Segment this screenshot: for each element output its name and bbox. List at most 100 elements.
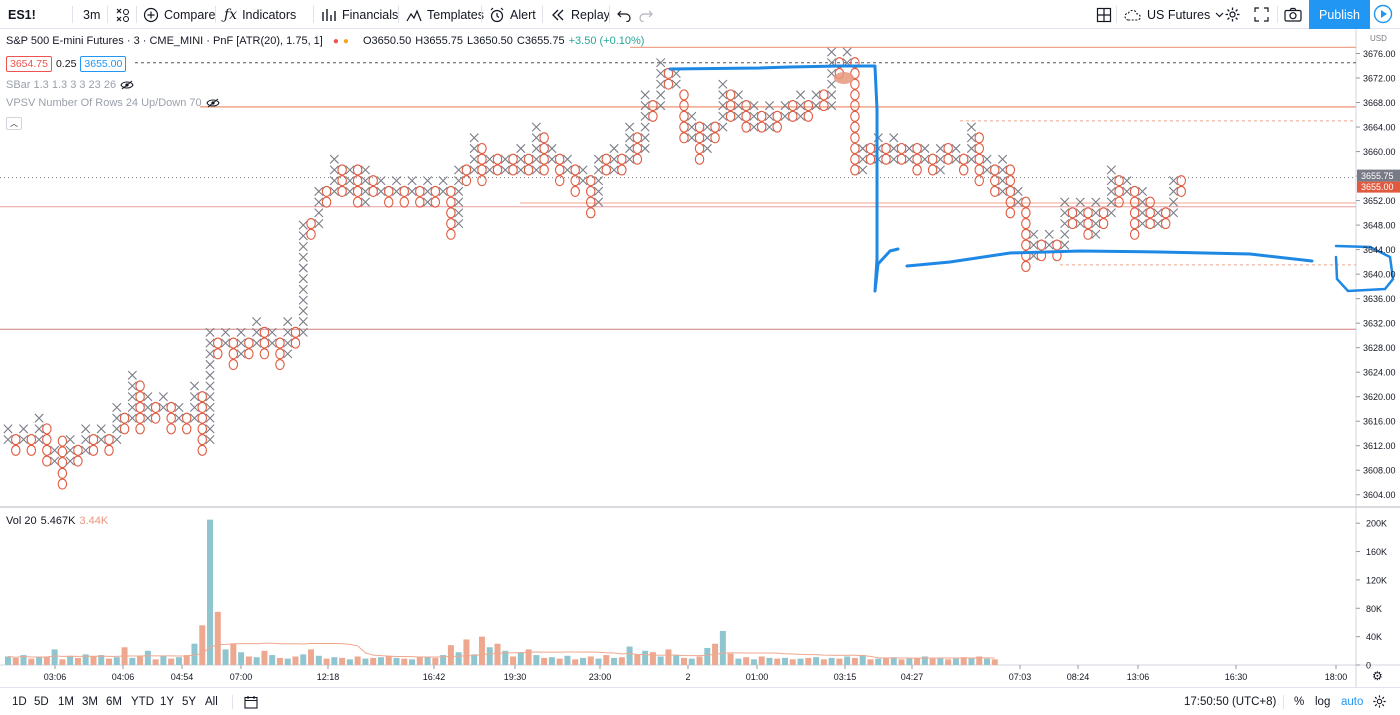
- alert-button[interactable]: Alert: [489, 0, 536, 29]
- volume-bar: [137, 656, 144, 665]
- price-tick-label: 3620.00: [1363, 392, 1396, 402]
- ask-price-badge: [1357, 181, 1400, 193]
- pnf-x-box: [531, 143, 541, 154]
- eye-off-icon[interactable]: [206, 98, 220, 108]
- toolbar-divider: [609, 6, 610, 23]
- range-6m[interactable]: 6M: [106, 695, 122, 708]
- pnf-o-box: [197, 434, 208, 446]
- pnf-o-box: [912, 153, 922, 165]
- time-tick-label: 04:54: [171, 672, 194, 682]
- compare-button[interactable]: Compare: [143, 0, 215, 29]
- chart-style-button[interactable]: [115, 0, 131, 29]
- toolbar-divider: [107, 6, 108, 23]
- pnf-o-box: [197, 401, 208, 413]
- pnf-x-box: [1060, 218, 1070, 229]
- pnf-x-box: [718, 79, 728, 89]
- auto-scale-toggle[interactable]: auto: [1341, 695, 1364, 708]
- pnf-o-box: [850, 100, 860, 112]
- volume-bar: [991, 659, 998, 665]
- volume-bar: [898, 659, 905, 665]
- pnf-o-box: [1005, 164, 1016, 176]
- indicators-button[interactable]: ƒx Indicators: [224, 0, 296, 29]
- series-title: S&P 500 E-mini Futures · 3 · CME_MINI · …: [6, 35, 323, 47]
- range-5d[interactable]: 5D: [34, 695, 49, 708]
- pnf-o-box: [135, 401, 145, 413]
- pnf-x-box: [1044, 229, 1054, 239]
- ask-price[interactable]: 3655.00: [80, 56, 127, 72]
- pnf-x-box: [422, 197, 433, 207]
- watchlist-button[interactable]: US Futures: [1124, 0, 1224, 29]
- chart-area[interactable]: 3676.003672.003668.003664.003660.003656.…: [0, 29, 1400, 687]
- blue-drawing-vertical: [873, 65, 900, 293]
- eye-off-icon[interactable]: [120, 80, 134, 90]
- clock-timezone[interactable]: 17:50:50 (UTC+8): [1184, 695, 1277, 708]
- pnf-x-box: [205, 370, 215, 380]
- percent-scale-toggle[interactable]: %: [1294, 695, 1305, 708]
- volume-bar: [478, 636, 485, 665]
- toolbar-divider: [313, 6, 314, 23]
- volume-bar: [883, 657, 890, 665]
- volume-bar: [409, 659, 416, 665]
- symbol-search-button[interactable]: ES1!: [8, 0, 36, 29]
- pnf-x-box: [205, 349, 215, 359]
- undo-button[interactable]: [617, 0, 631, 29]
- financials-button[interactable]: Financials: [321, 0, 398, 29]
- volume-bar: [937, 657, 944, 665]
- pnf-o-box: [725, 100, 736, 112]
- pnf-x-box: [18, 435, 29, 445]
- volume-bar: [782, 657, 788, 665]
- range-1y[interactable]: 1Y: [160, 695, 175, 708]
- pnf-x-box: [609, 165, 619, 175]
- redo-icon: [639, 10, 653, 22]
- toolbar-divider: [72, 6, 73, 23]
- pnf-x-box: [951, 154, 961, 164]
- templates-button[interactable]: Templates: [406, 0, 484, 29]
- pnf-x-box: [1029, 229, 1039, 239]
- pnf-o-box: [197, 444, 208, 456]
- redo-button[interactable]: [639, 0, 653, 29]
- play-circle-icon[interactable]: [1373, 4, 1393, 24]
- pnf-chart[interactable]: 3676.003672.003668.003664.003660.003656.…: [0, 29, 1400, 687]
- log-scale-toggle[interactable]: log: [1315, 695, 1331, 708]
- pnf-x-box: [143, 392, 153, 402]
- settings-button[interactable]: [1224, 0, 1241, 29]
- pnf-x-box: [127, 392, 137, 402]
- volume-bar: [74, 657, 81, 665]
- scale-settings-button[interactable]: [1372, 688, 1387, 715]
- interval-button[interactable]: 3m: [83, 0, 100, 29]
- replay-button[interactable]: Replay: [550, 0, 610, 29]
- pnf-x-box: [593, 165, 604, 175]
- pnf-x-box: [1168, 208, 1179, 218]
- collapse-legend-button[interactable]: ︿: [6, 117, 22, 130]
- range-3m[interactable]: 3M: [82, 695, 98, 708]
- fullscreen-button[interactable]: [1254, 0, 1269, 29]
- pnf-x-box: [1168, 176, 1179, 186]
- pnf-x-box: [158, 392, 168, 402]
- snapshot-button[interactable]: [1284, 0, 1302, 29]
- range-all[interactable]: All: [205, 695, 218, 708]
- goto-date-button[interactable]: [244, 688, 258, 715]
- publish-button[interactable]: Publish: [1309, 0, 1370, 29]
- range-ytd[interactable]: YTD: [131, 695, 154, 708]
- volume-bar: [129, 657, 136, 665]
- pnf-o-box: [446, 207, 456, 219]
- range-1m[interactable]: 1M: [58, 695, 74, 708]
- volume-bar: [929, 658, 936, 665]
- volume-bar: [214, 611, 221, 665]
- pnf-x-box: [1013, 197, 1023, 207]
- range-1d[interactable]: 1D: [12, 695, 27, 708]
- bid-price[interactable]: 3654.75: [6, 56, 52, 72]
- range-5y[interactable]: 5Y: [182, 695, 197, 708]
- pnf-x-box: [112, 402, 122, 413]
- volume-bar: [90, 656, 97, 665]
- pnf-x-box: [298, 220, 308, 230]
- pnf-x-box: [96, 435, 106, 445]
- pnf-x-box: [422, 186, 433, 196]
- layout-button[interactable]: [1096, 0, 1112, 29]
- volume-ma-line: [7, 642, 995, 659]
- pnf-x-box: [827, 47, 837, 57]
- volume-bar: [533, 655, 540, 665]
- pnf-o-box: [321, 185, 332, 197]
- volume-bar: [952, 658, 959, 665]
- pnf-x-box: [252, 317, 262, 327]
